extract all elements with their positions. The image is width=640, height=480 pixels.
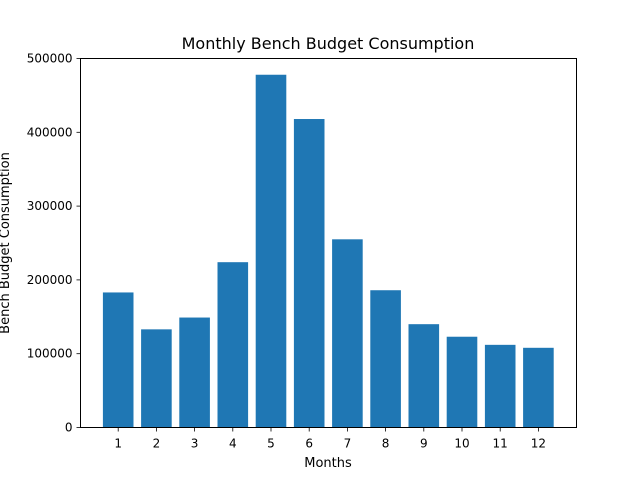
y-tick-label: 500000: [27, 52, 73, 66]
y-tick-label: 0: [65, 421, 73, 435]
bar-month-10: [446, 336, 478, 428]
x-tick-label: 11: [493, 437, 508, 451]
plot-frame: [80, 58, 577, 428]
bar-month-12: [523, 347, 554, 428]
x-axis-ticks: 1 2 3 4 5 6 7 8 9 10 11 12: [114, 427, 546, 451]
x-tick-label: 12: [531, 437, 546, 451]
x-tick-label: 7: [344, 437, 352, 451]
x-tick-label: 2: [153, 437, 161, 451]
x-tick-label: 9: [420, 437, 428, 451]
bar-month-9: [408, 324, 440, 428]
x-tick-label: 1: [114, 437, 122, 451]
x-tick-label: 6: [305, 437, 313, 451]
y-tick-label: 400000: [27, 125, 73, 139]
bar-month-2: [141, 329, 172, 428]
y-axis-ticks: 0 100000 200000 300000 400000 500000: [27, 52, 81, 435]
x-tick-label: 3: [191, 437, 199, 451]
y-tick-label: 300000: [27, 199, 73, 213]
y-tick-label: 100000: [27, 347, 73, 361]
x-tick-label: 10: [454, 437, 469, 451]
bars-group: [102, 74, 554, 428]
bar-month-6: [293, 119, 325, 428]
bar-month-8: [370, 290, 401, 428]
bar-month-11: [484, 344, 516, 428]
bar-month-5: [255, 74, 287, 428]
bar-month-7: [332, 239, 363, 428]
chart-title: Monthly Bench Budget Consumption: [182, 34, 475, 53]
y-axis-label: Bench Budget Consumption: [0, 152, 13, 334]
bar-month-1: [102, 292, 134, 428]
x-axis-label: Months: [304, 456, 352, 471]
x-tick-label: 8: [382, 437, 390, 451]
bar-month-3: [179, 317, 210, 428]
y-tick-label: 200000: [27, 273, 73, 287]
bar-month-4: [217, 262, 249, 428]
x-tick-label: 4: [229, 437, 237, 451]
x-tick-label: 5: [267, 437, 275, 451]
